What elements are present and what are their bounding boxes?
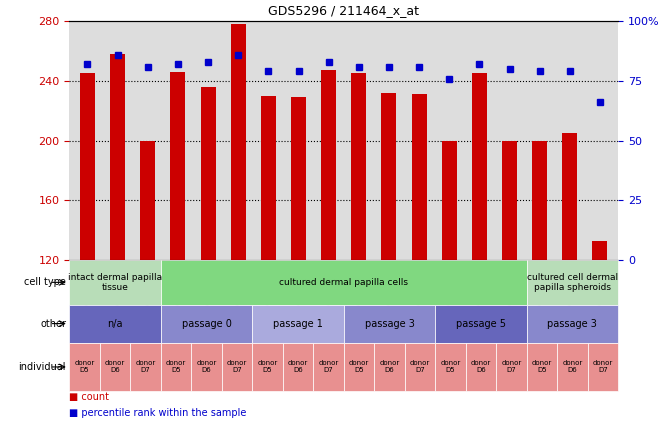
Text: donor
D6: donor D6: [379, 360, 399, 374]
Text: individual: individual: [19, 362, 66, 372]
Text: donor
D5: donor D5: [257, 360, 278, 374]
Text: cultured dermal papilla cells: cultured dermal papilla cells: [279, 278, 408, 287]
Text: ■ percentile rank within the sample: ■ percentile rank within the sample: [69, 408, 247, 418]
Text: passage 3: passage 3: [364, 319, 414, 329]
Text: GDS5296 / 211464_x_at: GDS5296 / 211464_x_at: [268, 4, 419, 17]
Text: donor
D7: donor D7: [319, 360, 338, 374]
Text: donor
D7: donor D7: [227, 360, 247, 374]
Bar: [321, 71, 336, 260]
Text: donor
D5: donor D5: [349, 360, 369, 374]
Bar: [442, 141, 457, 260]
Bar: [110, 54, 125, 260]
Text: other: other: [40, 319, 66, 329]
Text: passage 3: passage 3: [547, 319, 598, 329]
Text: donor
D5: donor D5: [75, 360, 95, 374]
Text: n/a: n/a: [107, 319, 123, 329]
Text: donor
D6: donor D6: [105, 360, 125, 374]
Text: passage 5: passage 5: [456, 319, 506, 329]
Text: intact dermal papilla
tissue: intact dermal papilla tissue: [68, 273, 162, 292]
Text: cell type: cell type: [24, 277, 66, 287]
Bar: [80, 74, 95, 260]
Bar: [171, 72, 186, 260]
Bar: [592, 241, 607, 260]
Bar: [532, 141, 547, 260]
Bar: [291, 97, 306, 260]
Bar: [261, 96, 276, 260]
Bar: [231, 24, 246, 260]
Bar: [140, 141, 155, 260]
Text: donor
D6: donor D6: [288, 360, 308, 374]
Text: donor
D5: donor D5: [440, 360, 461, 374]
Text: passage 0: passage 0: [182, 319, 231, 329]
Text: ■ count: ■ count: [69, 393, 110, 402]
Text: donor
D7: donor D7: [136, 360, 156, 374]
Text: passage 1: passage 1: [273, 319, 323, 329]
Text: donor
D7: donor D7: [410, 360, 430, 374]
Text: donor
D6: donor D6: [563, 360, 582, 374]
Text: donor
D7: donor D7: [593, 360, 613, 374]
Bar: [351, 74, 366, 260]
Text: donor
D5: donor D5: [531, 360, 552, 374]
Text: cultured cell dermal
papilla spheroids: cultured cell dermal papilla spheroids: [527, 273, 618, 292]
Bar: [502, 141, 517, 260]
Bar: [381, 93, 397, 260]
Text: donor
D5: donor D5: [166, 360, 186, 374]
Bar: [412, 94, 426, 260]
Bar: [472, 74, 487, 260]
Text: donor
D7: donor D7: [501, 360, 522, 374]
Text: donor
D6: donor D6: [471, 360, 491, 374]
Bar: [200, 87, 215, 260]
Text: donor
D6: donor D6: [196, 360, 217, 374]
Bar: [563, 133, 577, 260]
